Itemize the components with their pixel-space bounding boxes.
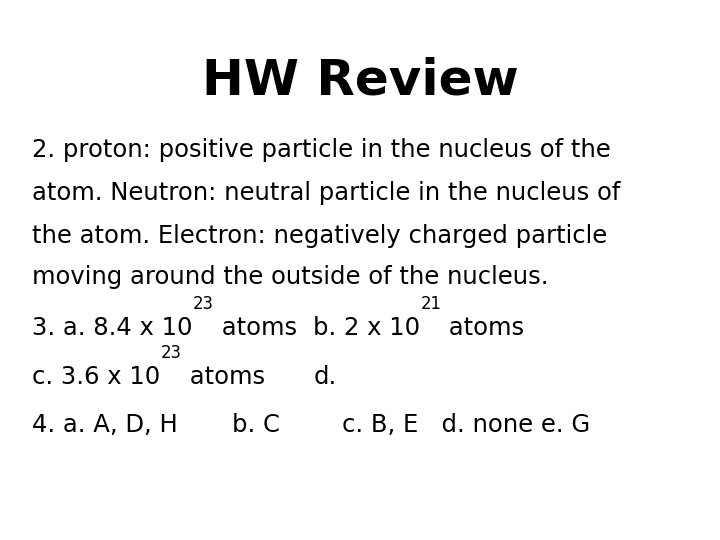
- Text: atoms: atoms: [214, 316, 297, 340]
- Text: 21: 21: [420, 295, 441, 313]
- Text: atom. Neutron: neutral particle in the nucleus of: atom. Neutron: neutral particle in the n…: [32, 181, 621, 205]
- Text: the atom. Electron: negatively charged particle: the atom. Electron: negatively charged p…: [32, 224, 608, 248]
- Text: d.: d.: [313, 364, 336, 388]
- Text: atoms: atoms: [441, 316, 524, 340]
- Text: 4. a. A, D, H       b. C        c. B, E   d. none e. G: 4. a. A, D, H b. C c. B, E d. none e. G: [32, 413, 590, 437]
- Text: c. 3.6 x 10: c. 3.6 x 10: [32, 364, 161, 388]
- Text: moving around the outside of the nucleus.: moving around the outside of the nucleus…: [32, 265, 549, 288]
- Text: 3. a. 8.4 x 10: 3. a. 8.4 x 10: [32, 316, 193, 340]
- Text: b. 2 x 10: b. 2 x 10: [313, 316, 420, 340]
- Text: 23: 23: [193, 295, 214, 313]
- Text: atoms: atoms: [181, 364, 265, 388]
- Text: 23: 23: [161, 344, 181, 362]
- Text: HW Review: HW Review: [202, 57, 518, 105]
- Text: 2. proton: positive particle in the nucleus of the: 2. proton: positive particle in the nucl…: [32, 138, 611, 161]
